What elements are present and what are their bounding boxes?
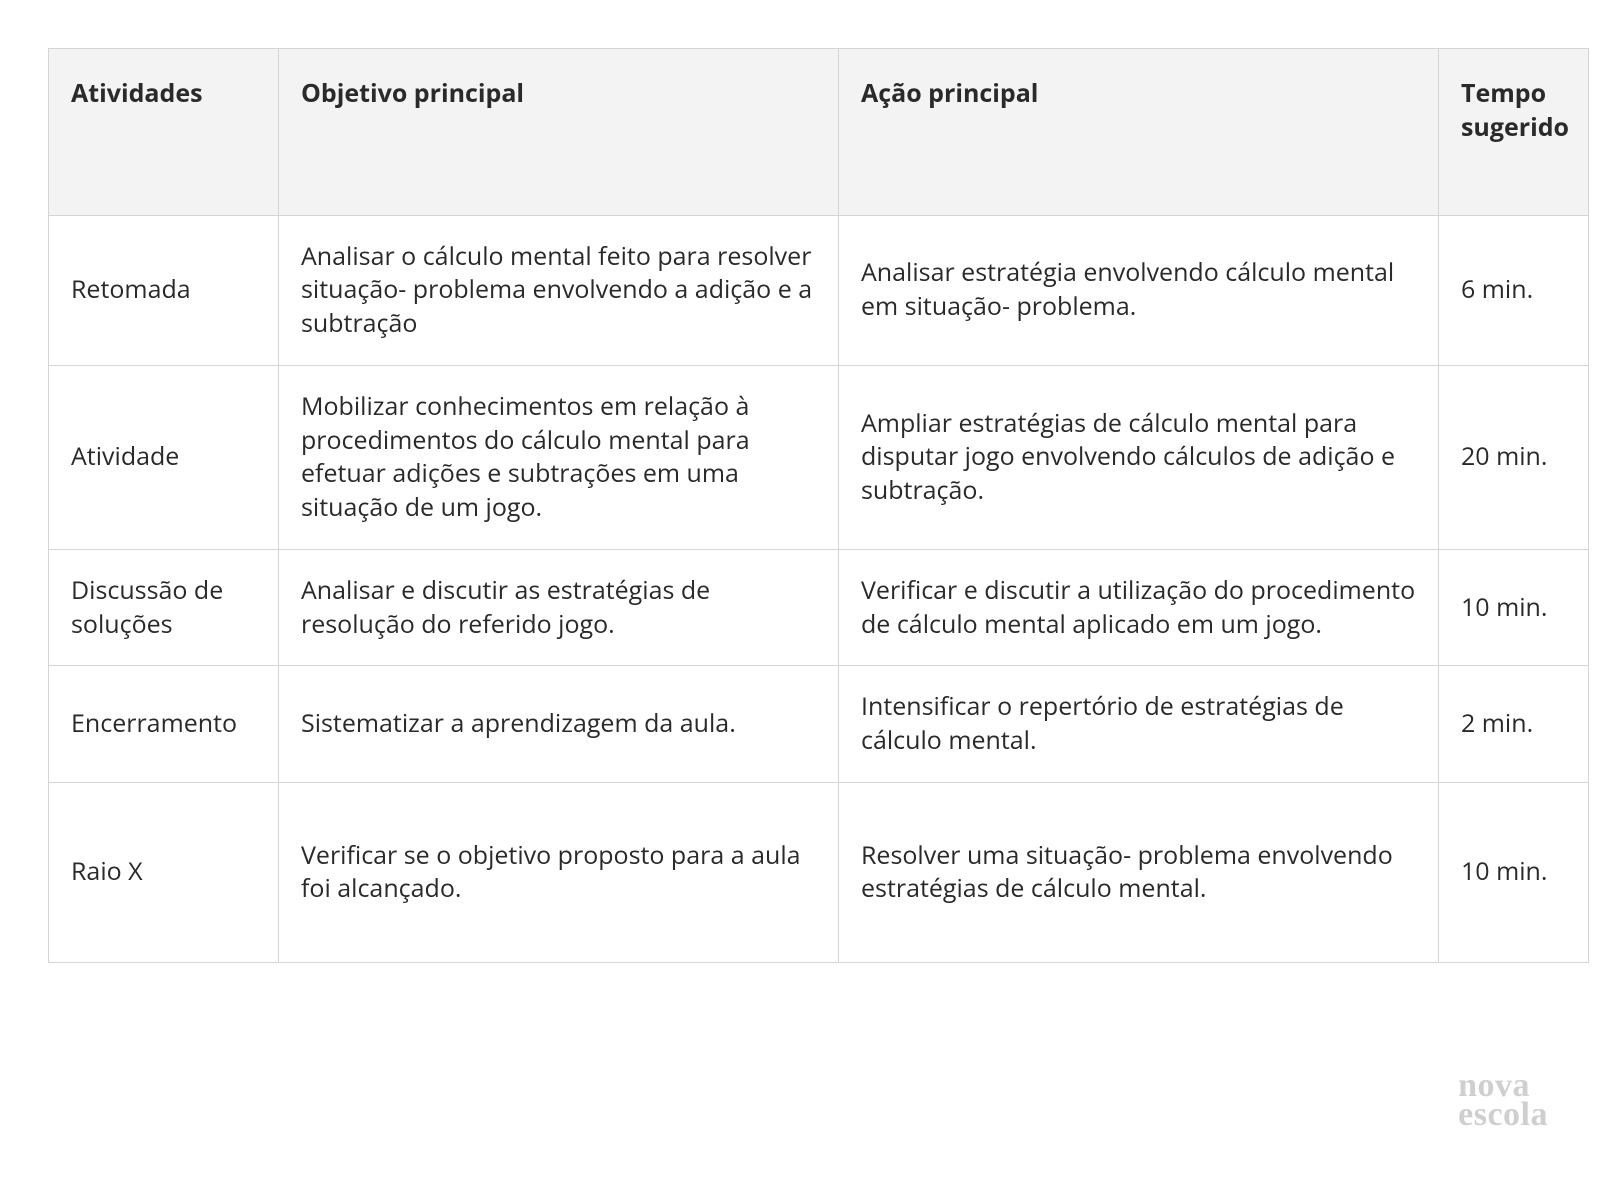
col-header-tempo: Tempo sugerido [1439, 49, 1589, 216]
table-row: Retomada Analisar o cálculo mental feito… [49, 215, 1589, 365]
lesson-plan-table: Atividades Objetivo principal Ação princ… [48, 48, 1589, 963]
cell-objetivo: Analisar o cálculo mental feito para res… [279, 215, 839, 365]
col-header-acao: Ação principal [839, 49, 1439, 216]
cell-objetivo: Analisar e discutir as estratégias de re… [279, 549, 839, 666]
cell-objetivo: Verificar se o objetivo proposto para a … [279, 782, 839, 962]
cell-tempo: 10 min. [1439, 549, 1589, 666]
col-header-objetivo: Objetivo principal [279, 49, 839, 216]
cell-tempo: 6 min. [1439, 215, 1589, 365]
cell-objetivo: Sistematizar a aprendizagem da aula. [279, 666, 839, 783]
cell-tempo: 10 min. [1439, 782, 1589, 962]
cell-atividades: Atividade [49, 365, 279, 549]
cell-atividades: Retomada [49, 215, 279, 365]
table-header-row: Atividades Objetivo principal Ação princ… [49, 49, 1589, 216]
page: Atividades Objetivo principal Ação princ… [0, 0, 1600, 1200]
table-row: Raio X Verificar se o objetivo proposto … [49, 782, 1589, 962]
cell-tempo: 20 min. [1439, 365, 1589, 549]
cell-tempo: 2 min. [1439, 666, 1589, 783]
cell-acao: Resolver uma situação- problema envolven… [839, 782, 1439, 962]
brand-logo: nova escola [1458, 1072, 1548, 1130]
table-row: Encerramento Sistematizar a aprendizagem… [49, 666, 1589, 783]
cell-atividades: Raio X [49, 782, 279, 962]
brand-line-2: escola [1458, 1101, 1548, 1130]
cell-acao: Verificar e discutir a utilização do pro… [839, 549, 1439, 666]
table-row: Atividade Mobilizar conhecimentos em rel… [49, 365, 1589, 549]
cell-objetivo: Mobilizar conhecimentos em relação à pro… [279, 365, 839, 549]
table-row: Discussão de soluções Analisar e discuti… [49, 549, 1589, 666]
cell-atividades: Encerramento [49, 666, 279, 783]
cell-atividades: Discussão de soluções [49, 549, 279, 666]
cell-acao: Ampliar estratégias de cálculo mental pa… [839, 365, 1439, 549]
cell-acao: Analisar estratégia envolvendo cálculo m… [839, 215, 1439, 365]
cell-acao: Intensificar o repertório de estratégias… [839, 666, 1439, 783]
col-header-atividades: Atividades [49, 49, 279, 216]
